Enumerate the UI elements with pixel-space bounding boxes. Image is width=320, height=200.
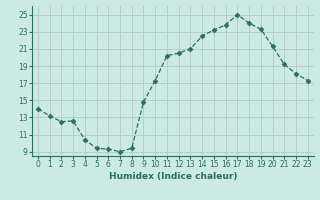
X-axis label: Humidex (Indice chaleur): Humidex (Indice chaleur) [108,172,237,181]
